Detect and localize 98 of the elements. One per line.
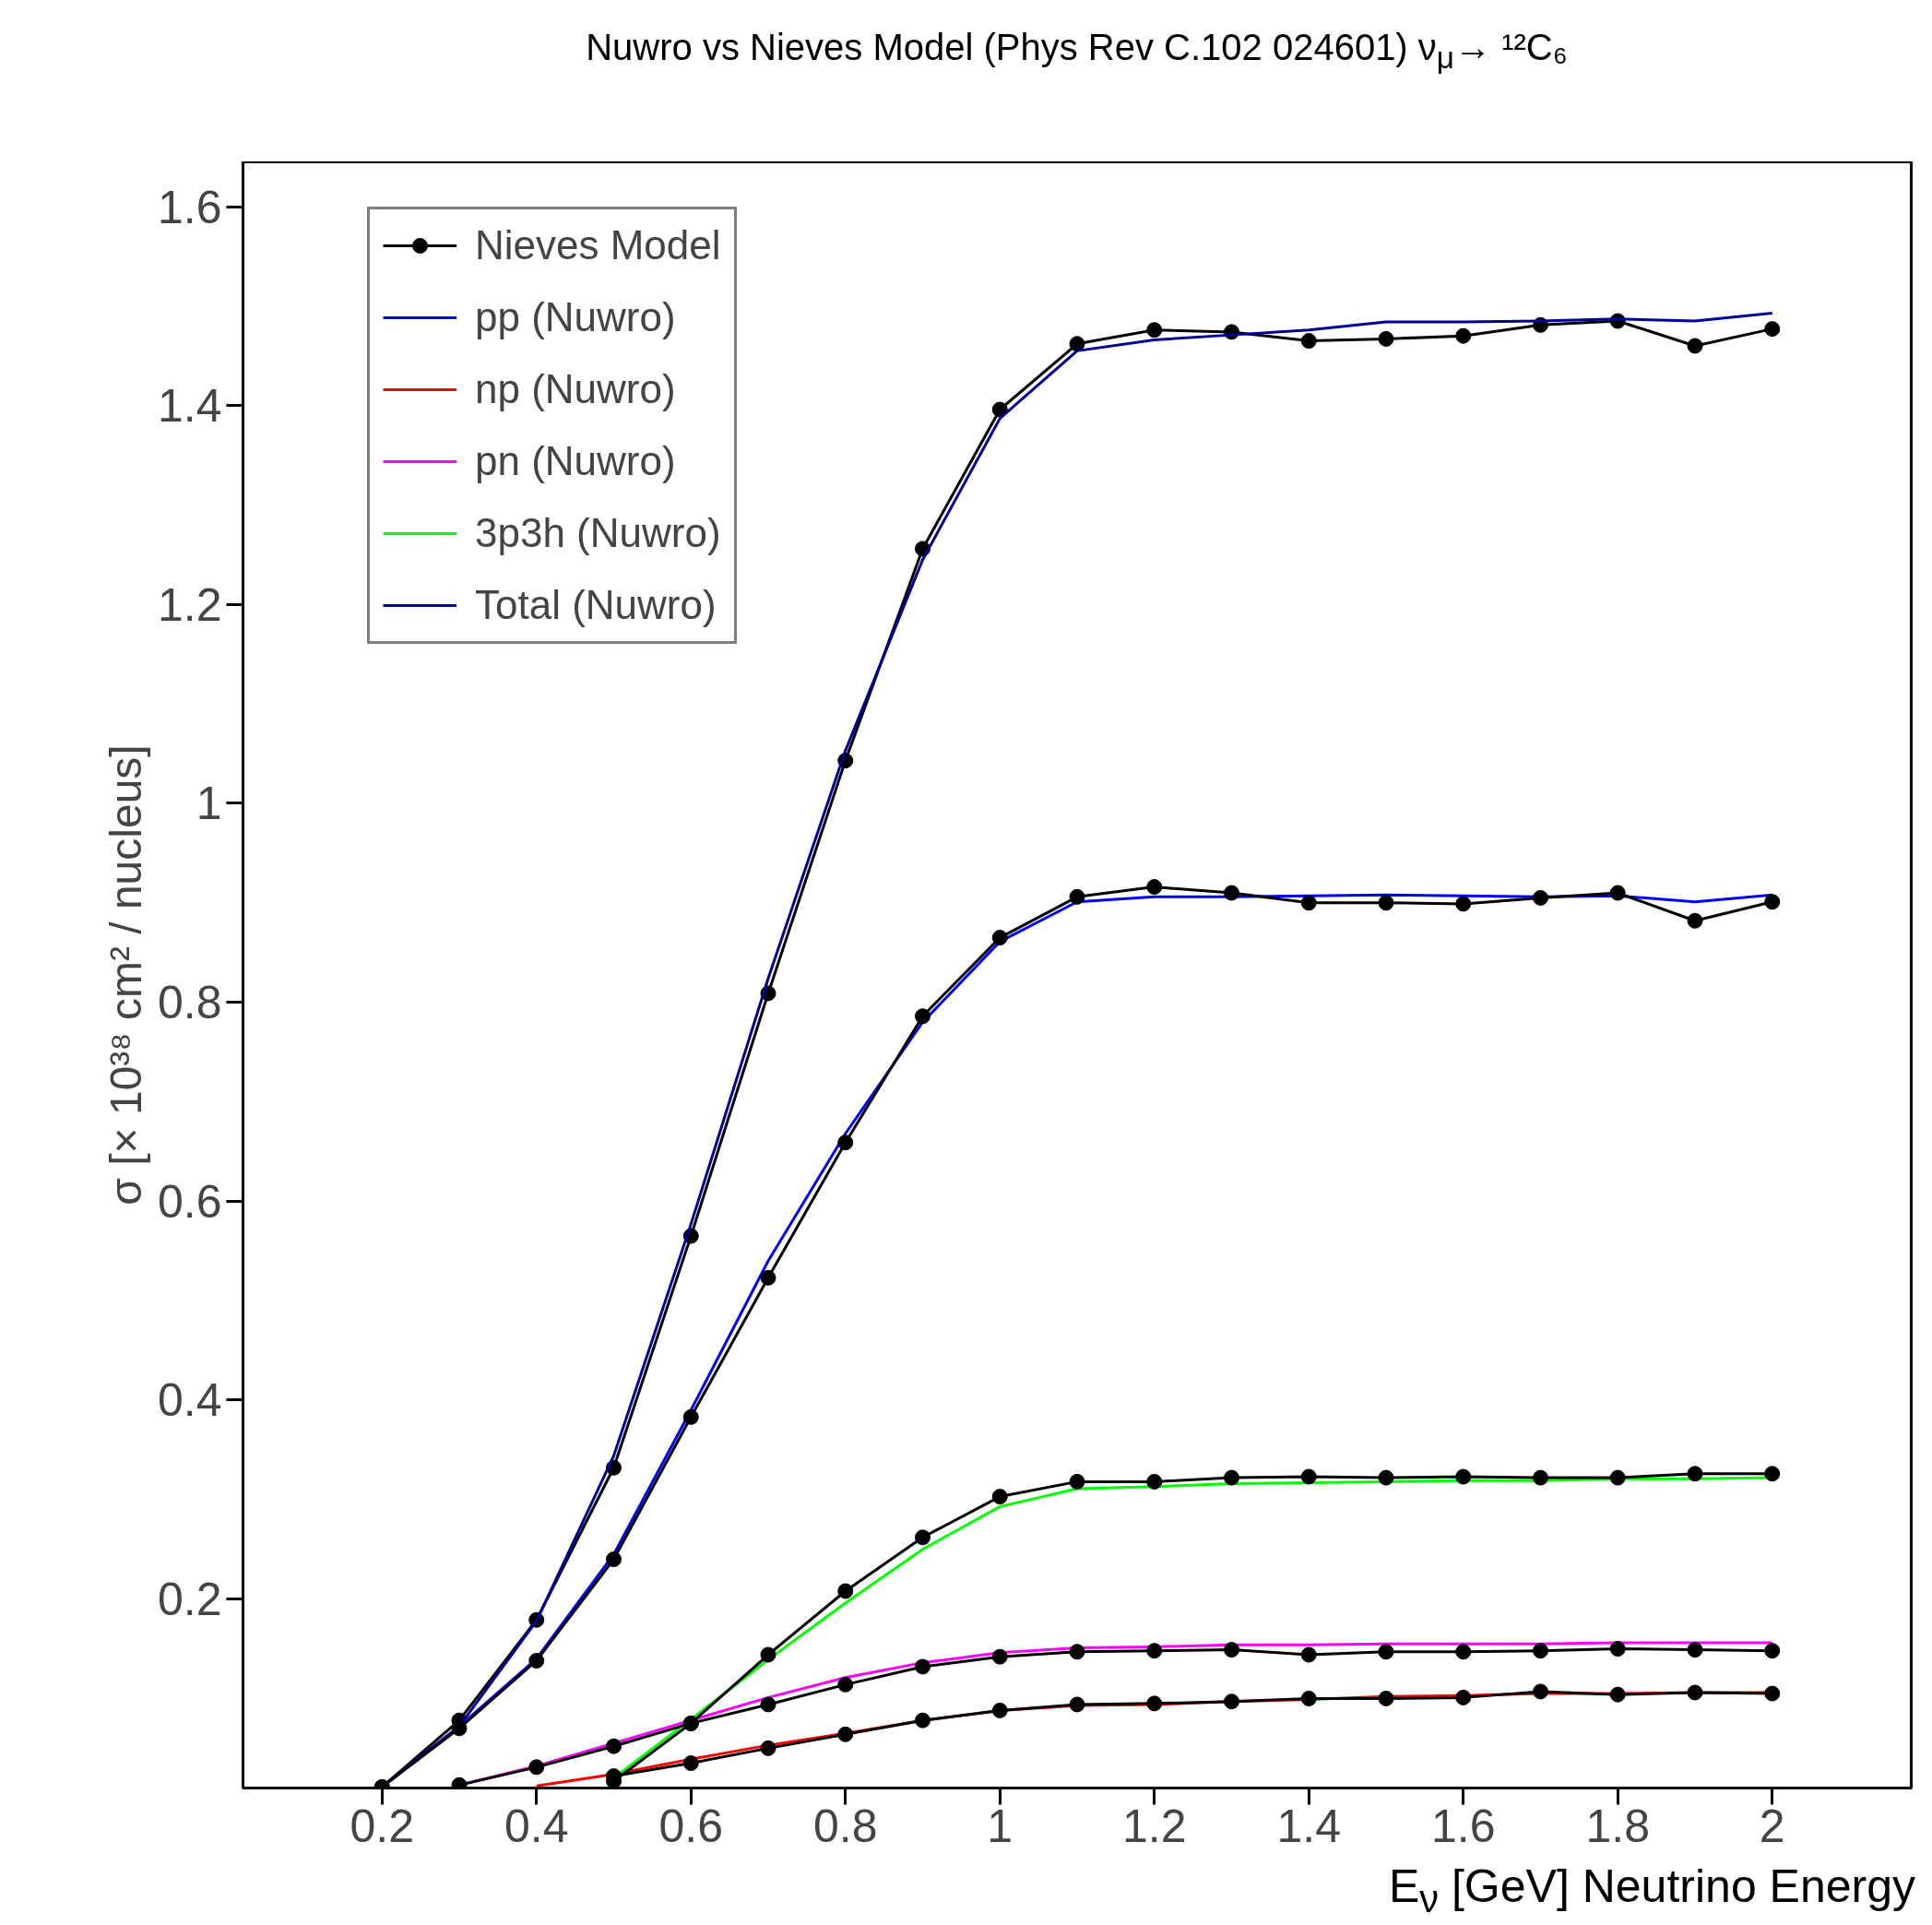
point	[606, 1738, 622, 1754]
legend-label: np (Nuwro)	[475, 366, 676, 412]
chart-title: Nuwro vs Nieves Model (Phys Rev C.102 024601) ν$_{μ}$→ ¹²C₆	[586, 26, 1568, 77]
point	[991, 930, 1008, 946]
point	[1687, 338, 1703, 354]
x-tick-label: 1.4	[1276, 1800, 1342, 1852]
point	[1764, 1685, 1781, 1702]
point	[991, 401, 1008, 418]
y-tick-label: 1.4	[157, 380, 222, 433]
point	[1224, 1693, 1239, 1710]
point	[1146, 1473, 1163, 1490]
point	[760, 1696, 776, 1713]
point	[528, 1759, 545, 1776]
point	[1609, 1686, 1626, 1703]
point	[1069, 336, 1085, 352]
point	[1533, 1643, 1548, 1659]
point	[1378, 895, 1394, 911]
point	[760, 1646, 776, 1663]
point	[1687, 1642, 1703, 1658]
x-tick-label: 0.8	[813, 1800, 878, 1852]
point	[1455, 1468, 1472, 1485]
point	[837, 1583, 854, 1599]
point	[915, 1712, 930, 1729]
point	[1764, 894, 1781, 910]
y-tick-label: 0.4	[157, 1374, 222, 1427]
point	[1069, 1644, 1085, 1660]
y-tick-label: 1.6	[157, 181, 222, 233]
point	[682, 1408, 699, 1425]
legend-label: pp (Nuwro)	[475, 294, 676, 340]
point	[1069, 1473, 1085, 1490]
point	[1687, 1684, 1703, 1701]
x-tick-label: 1.8	[1585, 1800, 1651, 1852]
point	[1300, 1690, 1317, 1706]
x-tick-label: 1	[987, 1800, 1013, 1852]
x-tick-label: 1.6	[1431, 1800, 1496, 1852]
point	[915, 1658, 930, 1675]
point	[915, 1529, 930, 1546]
point	[1146, 1695, 1163, 1712]
x-tick-label: 0.2	[350, 1800, 415, 1852]
point	[1533, 889, 1548, 906]
y-tick-label: 1.2	[157, 578, 222, 631]
y-tick-label: 0.2	[157, 1574, 222, 1626]
point	[1764, 1466, 1781, 1482]
point	[1378, 1690, 1394, 1706]
point	[760, 1269, 776, 1286]
x-tick-label: 2	[1759, 1800, 1785, 1852]
y-axis-title: σ [× 10³⁸ cm² / nucleus]	[101, 744, 150, 1206]
point	[837, 1676, 854, 1693]
point	[1146, 1643, 1163, 1659]
point	[1764, 321, 1781, 338]
legend-label: Nieves Model	[475, 222, 721, 268]
point	[1533, 1683, 1548, 1700]
point	[1146, 879, 1163, 896]
point	[1224, 1469, 1239, 1486]
point	[1609, 885, 1626, 901]
x-tick-label: 0.4	[504, 1800, 569, 1852]
point	[1455, 896, 1472, 912]
point	[1455, 327, 1472, 344]
y-tick-label: 1	[196, 778, 222, 830]
point	[606, 1551, 622, 1567]
y-tick-label: 0.8	[157, 977, 222, 1029]
point	[837, 1726, 854, 1742]
x-axis-title: E$_{ν}$ [GeV] Neutrino Energy	[1388, 1860, 1915, 1922]
x-tick-label: 1.2	[1122, 1800, 1187, 1852]
point	[1069, 1696, 1085, 1713]
point	[760, 1740, 776, 1756]
point	[1378, 1644, 1394, 1660]
x-tick-label: 0.6	[658, 1800, 724, 1852]
point	[528, 1653, 545, 1669]
point	[1533, 1469, 1548, 1486]
point	[1609, 1641, 1626, 1658]
point	[1609, 1469, 1626, 1486]
point	[1378, 330, 1394, 347]
point	[1224, 1642, 1239, 1658]
point	[1687, 912, 1703, 929]
point	[991, 1702, 1008, 1718]
point	[1146, 322, 1163, 339]
point	[682, 1755, 699, 1772]
point	[451, 1720, 468, 1737]
point	[1300, 1468, 1317, 1485]
point	[915, 1008, 930, 1025]
legend-label: 3p3h (Nuwro)	[475, 510, 721, 556]
point	[1378, 1469, 1394, 1486]
point	[991, 1489, 1008, 1505]
point	[1300, 1646, 1317, 1663]
point	[837, 1135, 854, 1151]
point	[1300, 333, 1317, 350]
point	[1455, 1689, 1472, 1705]
point	[1300, 895, 1317, 911]
point	[991, 1648, 1008, 1665]
legend-label: Total (Nuwro)	[475, 582, 717, 628]
point	[1764, 1643, 1781, 1659]
point	[1455, 1644, 1472, 1660]
point	[1224, 885, 1239, 901]
legend-label: pn (Nuwro)	[475, 438, 676, 484]
point	[1069, 888, 1085, 905]
point	[1687, 1466, 1703, 1482]
y-tick-label: 0.6	[157, 1175, 222, 1228]
